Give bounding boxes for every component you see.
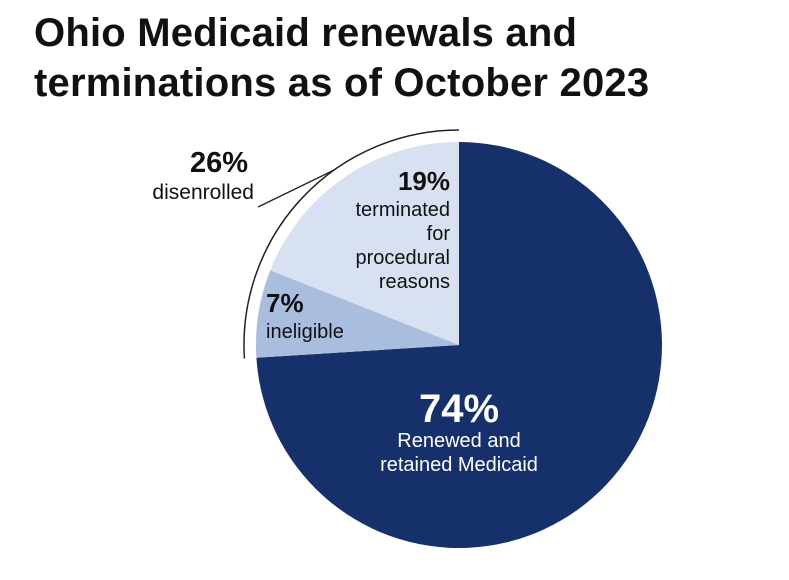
procedural-text-line-3: procedural	[355, 247, 450, 269]
procedural-text-line-4: reasons	[379, 271, 450, 293]
renewed-text-line-1: Renewed and	[397, 430, 520, 452]
procedural-text-line-1: terminated	[356, 199, 451, 221]
procedural-text-line-2: for	[427, 223, 451, 245]
disenrolled-leader-line	[257, 169, 335, 208]
chart-title-line-1: Ohio Medicaid renewals and	[34, 11, 578, 55]
disenrolled-percent-label: 26%	[190, 147, 248, 179]
pie-slice-procedural	[270, 142, 459, 345]
renewed-percent-label: 74%	[419, 387, 499, 431]
pie-slice-renewed	[256, 142, 662, 548]
pie-slices	[255, 142, 662, 548]
disenrolled-text-label: disenrolled	[152, 181, 254, 204]
ineligible-percent-label: 7%	[266, 288, 304, 318]
procedural-percent-label: 19%	[398, 166, 450, 196]
pie-slice-ineligible	[255, 270, 459, 358]
chart-title-line-2: terminations as of October 2023	[34, 61, 650, 105]
chart-title: Ohio Medicaid renewals and terminations …	[34, 8, 649, 108]
ineligible-text-label: ineligible	[266, 321, 344, 343]
disenrolled-group-arc	[243, 129, 460, 359]
renewed-text-line-2: retained Medicaid	[380, 454, 538, 476]
